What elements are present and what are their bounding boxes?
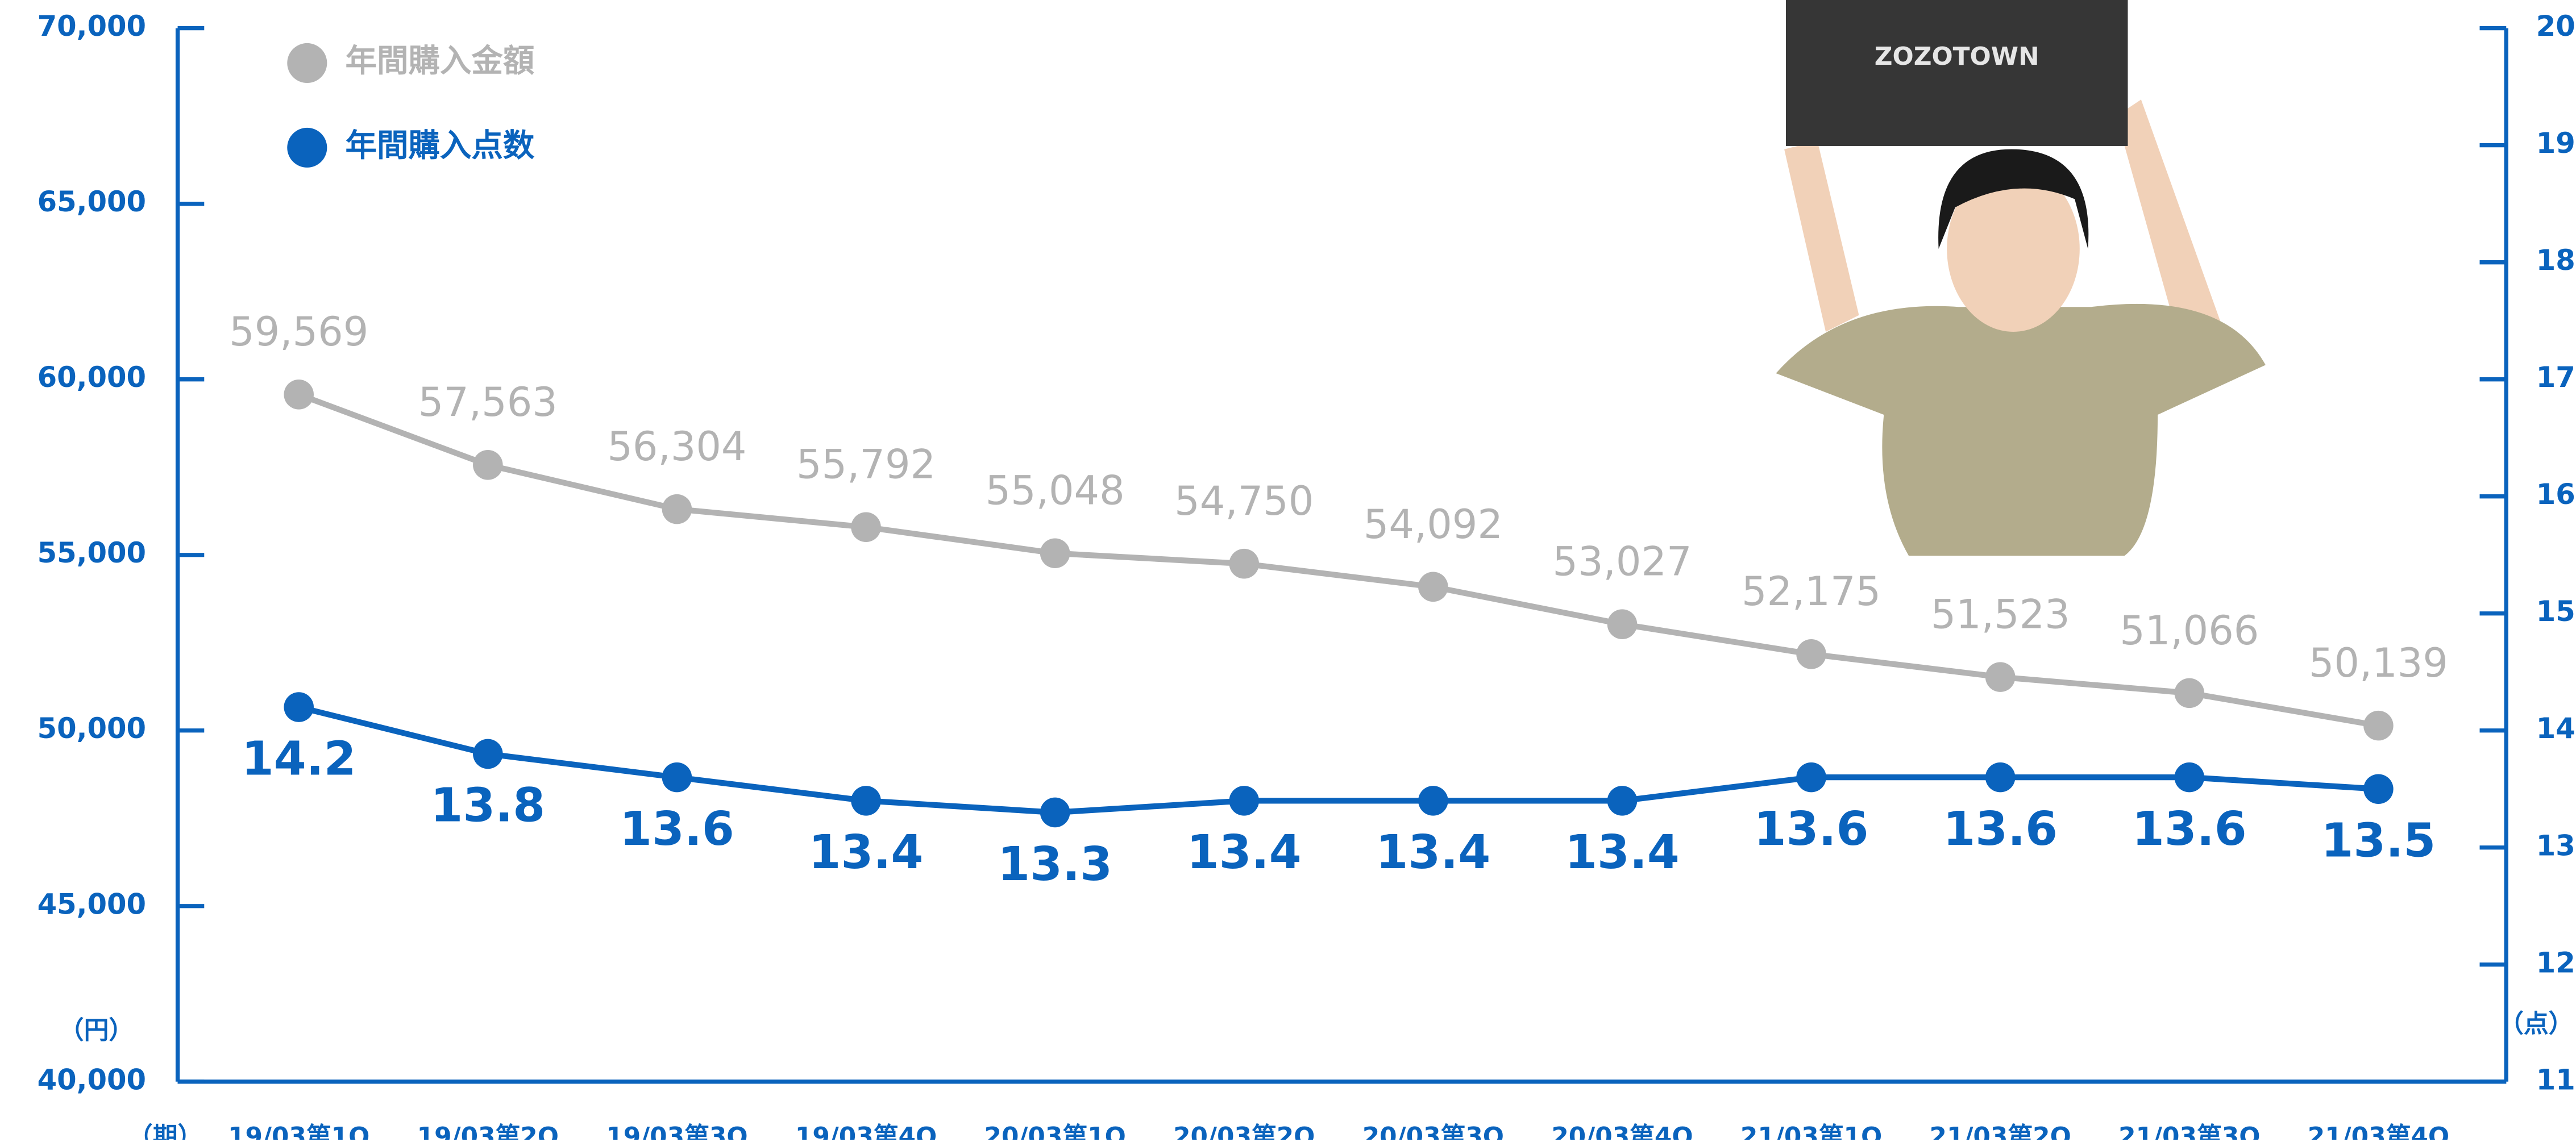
bag xyxy=(1785,0,2128,146)
point xyxy=(1607,786,1638,816)
point xyxy=(2363,774,2394,805)
point xyxy=(473,739,503,769)
legend-marker xyxy=(287,43,327,83)
y-tick-label: 70,000 xyxy=(38,10,147,43)
y2-tick-label: 14 xyxy=(2536,712,2575,745)
x-tick-label: 20/03第1Q xyxy=(984,1122,1125,1140)
point xyxy=(1040,797,1070,828)
y2-tick-label: 12 xyxy=(2536,946,2575,979)
x-tick-label: 20/03第4Q xyxy=(1551,1122,1693,1140)
y2-tick-label: 11 xyxy=(2536,1063,2575,1096)
y-tick-label: 60,000 xyxy=(38,361,147,394)
legend-marker xyxy=(287,127,327,168)
point xyxy=(662,494,692,524)
point xyxy=(1040,538,1070,569)
x-tick-label: 21/03第3Q xyxy=(2118,1122,2260,1140)
value-label: 55,792 xyxy=(796,441,936,488)
x-tick-label: 19/03第4Q xyxy=(795,1122,937,1140)
x-tick-label: 21/03第4Q xyxy=(2308,1122,2449,1140)
value-label: 13.4 xyxy=(1187,826,1302,880)
arm xyxy=(1784,141,1859,332)
hair xyxy=(1938,149,2089,249)
x-tick-label: 19/03第3Q xyxy=(606,1122,747,1140)
point xyxy=(473,450,503,480)
x-tick-label: 19/03第2Q xyxy=(417,1122,559,1140)
x-tick-label: 21/03第1Q xyxy=(1740,1122,1882,1140)
line xyxy=(298,704,2379,816)
y2-tick-label: 18 xyxy=(2536,244,2575,277)
point xyxy=(1985,762,2016,793)
value-label: 13.3 xyxy=(998,837,1112,891)
point xyxy=(1607,609,1638,639)
point xyxy=(1985,662,2016,692)
legend-label: 年間購入点数 xyxy=(345,128,534,164)
point xyxy=(662,762,692,793)
y2-tick-label: 15 xyxy=(2536,595,2575,628)
bag-text: ZOZOTOWN xyxy=(1875,42,2039,71)
value-label: 56,304 xyxy=(607,423,746,470)
y-tick-label: 40,000 xyxy=(38,1063,147,1096)
y2-axis-label: （点） xyxy=(2499,1010,2573,1039)
value-label: 13.4 xyxy=(1376,826,1491,880)
point xyxy=(284,380,314,410)
y-tick-label: 55,000 xyxy=(38,536,147,569)
y-tick-label: 65,000 xyxy=(38,185,147,218)
line xyxy=(297,391,2379,729)
value-label: 54,750 xyxy=(1174,478,1314,524)
point xyxy=(1796,762,1826,793)
y2-tick-label: 19 xyxy=(2536,127,2575,160)
point xyxy=(1229,786,1260,816)
value-label: 57,563 xyxy=(418,379,558,426)
y2-tick-label: 13 xyxy=(2536,829,2575,862)
value-label: 13.4 xyxy=(809,826,924,880)
point xyxy=(284,692,314,722)
value-label: 13.8 xyxy=(430,779,545,833)
x-tick-label: 20/03第3Q xyxy=(1362,1122,1504,1140)
point xyxy=(851,512,881,543)
value-label: 13.6 xyxy=(1754,802,1869,856)
value-label: 52,175 xyxy=(1742,568,1881,615)
point xyxy=(1418,786,1448,816)
y2-tick-label: 16 xyxy=(2536,478,2575,511)
x-axis-label: （期） xyxy=(128,1122,202,1140)
value-label: 13.5 xyxy=(2321,814,2436,868)
point xyxy=(1796,639,1826,669)
y-tick-label: 45,000 xyxy=(38,887,147,920)
y-tick-label: 50,000 xyxy=(38,712,147,745)
arm xyxy=(2116,99,2224,332)
value-label: 53,027 xyxy=(1552,539,1692,585)
point xyxy=(851,786,881,816)
value-label: 13.6 xyxy=(2132,802,2247,856)
value-label: 14.2 xyxy=(242,732,356,786)
illustration: ZOZOTOWN xyxy=(1776,0,2266,556)
point xyxy=(1229,548,1260,579)
value-label: 50,139 xyxy=(2309,640,2448,686)
value-label: 59,569 xyxy=(229,309,368,355)
value-label: 51,523 xyxy=(1931,591,2070,638)
point xyxy=(2363,710,2394,741)
point xyxy=(2174,678,2205,708)
point xyxy=(1418,572,1448,602)
value-label: 51,066 xyxy=(2120,607,2259,654)
value-label: 55,048 xyxy=(986,468,1125,514)
value-label: 13.6 xyxy=(620,802,734,856)
face xyxy=(1947,165,2080,332)
value-label: 54,092 xyxy=(1364,501,1503,548)
point xyxy=(2174,762,2205,793)
value-label: 13.6 xyxy=(1943,802,2058,856)
x-tick-label: 20/03第2Q xyxy=(1173,1122,1315,1140)
y2-tick-label: 17 xyxy=(2536,361,2575,394)
y2-tick-label: 20 xyxy=(2536,10,2575,43)
shirt xyxy=(1776,303,2266,556)
y-axis-label: （円） xyxy=(59,1016,134,1045)
value-label: 13.4 xyxy=(1565,826,1680,880)
x-tick-label: 19/03第1Q xyxy=(228,1122,369,1140)
x-tick-label: 21/03第2Q xyxy=(1930,1122,2071,1140)
legend-label: 年間購入金額 xyxy=(345,43,534,80)
